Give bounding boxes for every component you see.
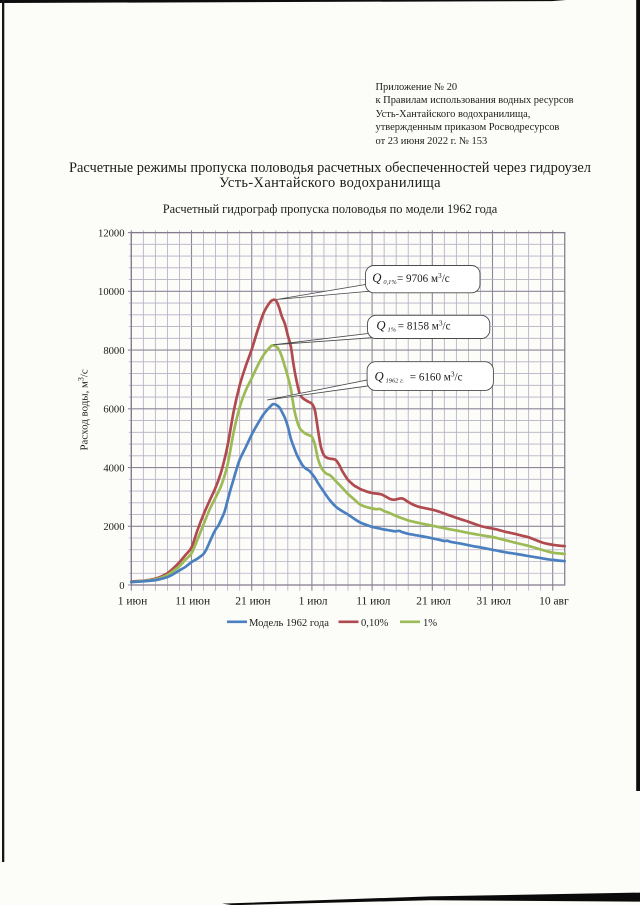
svg-text:6000: 6000 (103, 405, 124, 416)
svg-text:0,1%: 0,1% (383, 279, 396, 286)
svg-text:= 9706 м3/с: = 9706 м3/с (397, 271, 450, 285)
svg-text:Q: Q (376, 319, 385, 333)
svg-text:0: 0 (119, 581, 124, 592)
svg-text:12000: 12000 (98, 228, 124, 239)
svg-text:Q: Q (375, 370, 384, 384)
svg-text:Расход воды, м3/с: Расход воды, м3/с (76, 369, 90, 450)
svg-text:= 6160 м3/с: = 6160 м3/с (410, 370, 463, 384)
svg-text:Модель 1962 года: Модель 1962 года (249, 618, 329, 629)
svg-text:21 июн: 21 июн (235, 595, 270, 607)
svg-text:10000: 10000 (98, 287, 124, 298)
svg-text:1 июл: 1 июл (299, 595, 328, 607)
svg-text:2000: 2000 (103, 522, 124, 533)
svg-text:1 июн: 1 июн (118, 595, 148, 607)
svg-text:1%: 1% (423, 618, 437, 629)
svg-text:4000: 4000 (103, 463, 124, 474)
svg-text:11 июн: 11 июн (175, 595, 210, 607)
svg-text:1962 г.: 1962 г. (386, 378, 405, 385)
svg-text:21 июл: 21 июл (416, 595, 451, 607)
svg-text:10 авг: 10 авг (539, 595, 569, 607)
svg-text:31 июл: 31 июл (476, 595, 511, 607)
svg-text:0,10%: 0,10% (361, 618, 389, 629)
svg-text:1%: 1% (388, 327, 397, 334)
svg-text:11 июл: 11 июл (356, 595, 390, 607)
svg-text:8000: 8000 (103, 346, 124, 357)
svg-text:Q: Q (372, 271, 381, 285)
svg-text:= 8158 м3/с: = 8158 м3/с (398, 319, 451, 333)
